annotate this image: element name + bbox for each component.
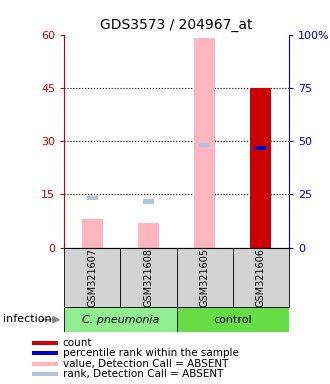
Bar <box>143 199 154 204</box>
Text: GSM321608: GSM321608 <box>144 248 153 307</box>
FancyBboxPatch shape <box>233 248 289 307</box>
FancyBboxPatch shape <box>120 248 177 307</box>
Bar <box>82 219 103 248</box>
Bar <box>32 341 58 345</box>
Text: rank, Detection Call = ABSENT: rank, Detection Call = ABSENT <box>63 369 223 379</box>
Bar <box>199 142 210 147</box>
Text: GSM321606: GSM321606 <box>256 248 266 307</box>
Bar <box>250 88 271 248</box>
Text: control: control <box>213 314 252 325</box>
FancyBboxPatch shape <box>177 248 233 307</box>
Bar <box>32 362 58 366</box>
Title: GDS3573 / 204967_at: GDS3573 / 204967_at <box>100 18 253 32</box>
Text: infection: infection <box>3 314 52 324</box>
Text: C. pneumonia: C. pneumonia <box>82 314 159 325</box>
Bar <box>32 372 58 376</box>
Bar <box>194 38 215 248</box>
Bar <box>138 223 159 248</box>
Bar <box>87 196 98 200</box>
FancyBboxPatch shape <box>64 248 120 307</box>
FancyBboxPatch shape <box>177 307 289 332</box>
Text: count: count <box>63 338 92 348</box>
Text: GSM321607: GSM321607 <box>87 248 97 307</box>
Bar <box>32 351 58 355</box>
Text: percentile rank within the sample: percentile rank within the sample <box>63 348 239 358</box>
FancyBboxPatch shape <box>64 307 177 332</box>
Bar <box>255 146 266 151</box>
Text: GSM321605: GSM321605 <box>200 248 210 307</box>
Text: value, Detection Call = ABSENT: value, Detection Call = ABSENT <box>63 359 228 369</box>
